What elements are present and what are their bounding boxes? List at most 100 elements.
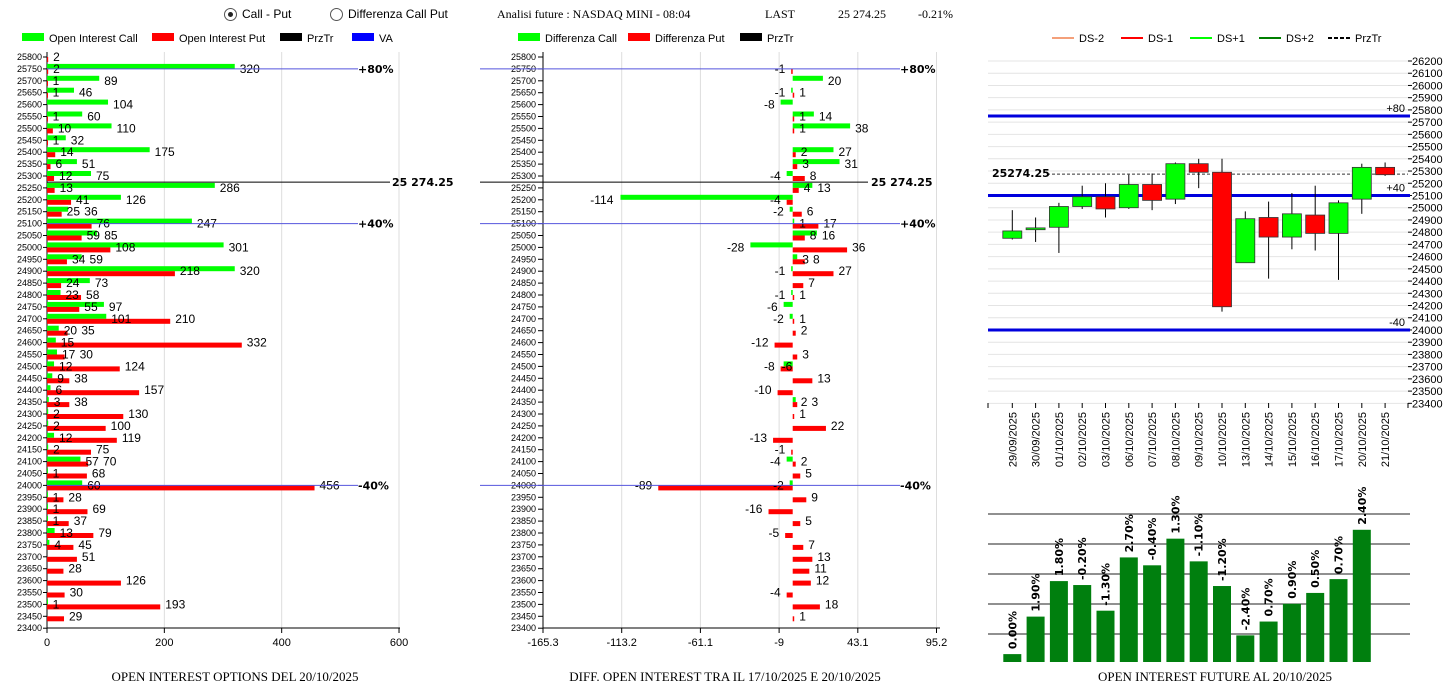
legend-swatch-diff-put	[628, 33, 650, 41]
y-tick-label: 24450	[511, 373, 536, 383]
y-tick-label: 23700	[1412, 362, 1443, 374]
call-value-label: 1	[53, 597, 60, 611]
call-bar	[47, 325, 59, 331]
put-value-label: 332	[247, 336, 267, 350]
legend-swatch-diff-call	[518, 33, 540, 41]
call-value-label: 2	[53, 407, 60, 421]
oi-data-label: 1.80%	[1053, 538, 1066, 576]
va-level-label: +80%	[900, 63, 936, 76]
va-level-label: -40%	[358, 479, 389, 492]
put-bar	[47, 604, 161, 610]
y-tick-label: 24900	[17, 266, 42, 276]
diff-put-bar	[792, 330, 796, 336]
put-value-label: 1	[53, 86, 60, 100]
call-bar	[47, 123, 112, 129]
put-bar	[47, 223, 92, 229]
last-label: LAST	[765, 7, 795, 21]
call-bar	[47, 397, 49, 403]
put-value-label: 68	[92, 467, 106, 481]
va-level-label: +40	[1386, 182, 1405, 194]
diff-call-value-label: -1	[775, 288, 786, 302]
candle-body	[1282, 213, 1302, 238]
y-tick-label: 25100	[17, 219, 42, 229]
legend-label-diff-put: Differenza Put	[655, 33, 725, 45]
diff-call-value-label: 16	[822, 229, 836, 243]
diff-call-value-label: -2	[773, 205, 784, 219]
x-tick-label: -113.2	[607, 637, 637, 649]
y-tick-label: 24400	[17, 385, 42, 395]
call-value-label: 101	[111, 312, 131, 326]
diff-put-bar	[792, 461, 796, 467]
y-tick-label: 25650	[511, 88, 536, 98]
y-tick-label: 23850	[17, 516, 42, 526]
y-tick-label: 24350	[511, 397, 536, 407]
diff-put-value-label: 2	[801, 324, 808, 338]
y-tick-label: 23900	[1412, 337, 1443, 349]
oi-data-label: -1.20%	[1216, 538, 1229, 581]
va-level-label: +80	[1386, 103, 1405, 115]
call-value-label: 1	[53, 490, 60, 504]
call-value-label: 2	[53, 419, 60, 433]
put-bar	[47, 116, 48, 122]
oi-data-label: 0.00%	[1006, 611, 1019, 649]
y-tick-label: 24050	[511, 469, 536, 479]
diff-put-value-label: 11	[814, 562, 827, 576]
y-tick-label: 25250	[17, 183, 42, 193]
put-value-label: 157	[144, 383, 164, 397]
call-bar	[47, 63, 235, 69]
put-bar	[47, 366, 120, 372]
y-tick-label: 25600	[511, 100, 536, 110]
put-value-label: 41	[76, 193, 90, 207]
diff-put-bar	[792, 295, 795, 300]
x-tick-label: 43.1	[847, 637, 868, 649]
diff-call-value-label: -6	[767, 300, 778, 314]
put-value-label: 79	[98, 526, 112, 540]
diff-call-value-label: 14	[819, 110, 833, 124]
diff-call-value-label: -8	[764, 98, 775, 112]
call-bar	[47, 528, 55, 533]
y-tick-label: 24750	[17, 302, 42, 312]
put-bar	[47, 402, 70, 408]
diff-put-value-label: 6	[807, 205, 814, 219]
y-tick-label: 23850	[511, 516, 536, 526]
diff-put-bar	[780, 366, 793, 372]
y-tick-label: 25000	[17, 242, 42, 252]
y-tick-label: 24250	[511, 421, 536, 431]
y-tick-label: 25150	[17, 207, 42, 217]
diff-put-value-label: -12	[751, 336, 769, 350]
diff-call-bar	[620, 194, 793, 200]
y-tick-label: 23800	[1412, 349, 1443, 361]
legend-label-diff-call: Differenza Call	[545, 33, 617, 45]
date-label: 08/10/2025	[1170, 412, 1182, 467]
diff-put-value-label: 1	[799, 609, 806, 623]
diff-put-bar	[786, 199, 793, 205]
oi-data-label: -0.40%	[1146, 518, 1159, 561]
y-tick-label: 23600	[1412, 374, 1443, 386]
y-tick-label: 25200	[511, 195, 536, 205]
diff-call-bar	[791, 87, 793, 93]
put-value-label: 55	[84, 300, 98, 314]
legend-label-prztr: PrzTr	[307, 33, 334, 45]
radio-call-put[interactable]: Call - Put	[224, 7, 291, 21]
put-value-label: 45	[78, 538, 92, 552]
legend-label-ds-2: DS-2	[1079, 33, 1104, 45]
call-bar	[47, 171, 92, 176]
put-bar	[47, 68, 49, 74]
call-value-label: 301	[229, 240, 249, 254]
x-tick-label: 0	[44, 637, 50, 649]
diff-put-bar	[792, 473, 801, 479]
radio-differenza[interactable]: Differenza Call Put	[330, 7, 448, 21]
y-tick-label: 25400	[17, 147, 42, 157]
put-value-label: 34	[72, 252, 86, 266]
call-bar	[47, 266, 235, 272]
diff-put-value-label: -13	[750, 431, 768, 445]
diff-call-bar	[780, 99, 793, 105]
call-bar	[47, 290, 61, 295]
diff-call-value-label: 13	[817, 181, 831, 195]
x-tick-label: -165.3	[527, 637, 558, 649]
diff-call-bar	[792, 254, 798, 260]
put-bar	[47, 330, 68, 336]
put-bar	[47, 616, 65, 622]
put-value-label: 1	[53, 74, 60, 88]
put-value-label: 35	[81, 324, 95, 338]
